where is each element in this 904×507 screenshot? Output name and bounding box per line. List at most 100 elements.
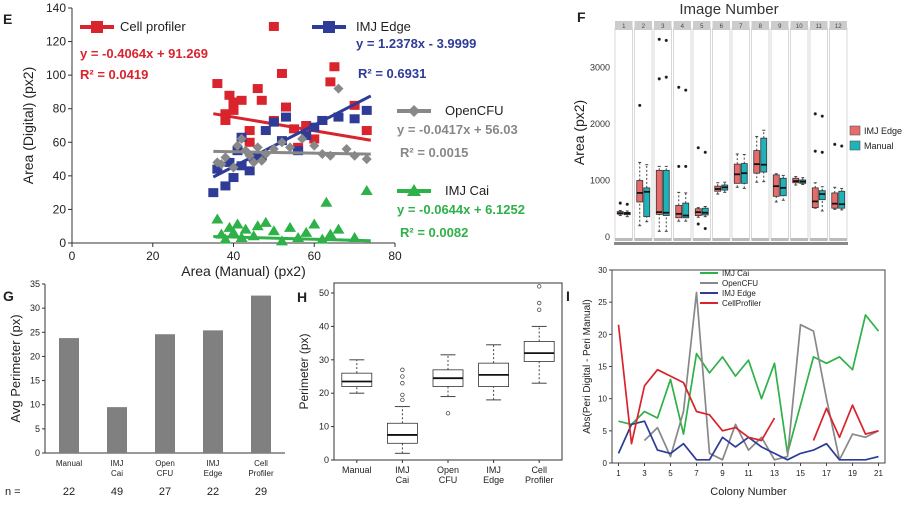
f-legend-label-1: Manual	[864, 141, 894, 151]
e-y-tick-label: 140	[46, 1, 66, 15]
f-box-1-3-outlier	[684, 88, 688, 92]
e-point-2	[256, 155, 267, 166]
e-point-3	[251, 220, 264, 231]
e-x-tick-label: 0	[69, 249, 76, 263]
e-point-0	[268, 21, 279, 31]
f-facet-panel	[809, 27, 828, 241]
e-legend-marker-2	[408, 105, 420, 117]
i-y-tick-label: 0	[603, 459, 608, 468]
e-point-3	[259, 216, 272, 227]
e-point-3	[308, 218, 321, 229]
e-y-tick-label: 20	[53, 202, 67, 216]
f-facet-strip	[673, 21, 691, 30]
g-x-tick-label: Cai	[111, 469, 123, 478]
e-legend-label-0: Cell profiler	[120, 19, 186, 34]
e-x-axis-title: Area (Manual) (px2)	[181, 263, 306, 279]
h-x-tick-label: Cell	[531, 465, 547, 475]
e-point-0	[212, 79, 223, 89]
panel-e-scatter: 0 20 40 60 80 100 120 140 0 20 40 60 80 Area (Manual)…	[20, 1, 525, 279]
i-y-tick-label: 10	[598, 395, 607, 404]
e-point-0	[309, 134, 320, 144]
panel-label-g: G	[3, 288, 14, 304]
e-point-1	[224, 157, 235, 167]
e-point-2	[341, 144, 352, 154]
h-box-0-box	[341, 372, 373, 387]
e-point-0	[220, 115, 231, 125]
f-facet-panel	[712, 27, 731, 241]
f-facet-bottom-strip	[673, 238, 691, 241]
f-box-1-1-box	[643, 187, 651, 218]
e-point-3	[300, 226, 313, 237]
e-point-1	[301, 131, 312, 141]
i-x-tick-label: 11	[744, 469, 753, 478]
i-y-axis-title: Abs(Peri Digital - Peri Manual)	[582, 299, 593, 434]
e-point-3	[211, 213, 224, 224]
f-box-0-0-outlier	[618, 201, 622, 205]
e-y-tick-label: 40	[53, 169, 67, 183]
i-legend-label-0: IMJ Cai	[722, 269, 749, 278]
i-legend-label-3: CellProfiler	[722, 299, 761, 308]
g-y-tick-label: 0	[35, 448, 40, 458]
f-box-1-3-outlier	[684, 164, 688, 168]
h-box-1-outlier	[400, 374, 405, 379]
f-facet-bottom-strip	[654, 238, 672, 241]
e-r2-2: R² = 0.0015	[400, 145, 468, 160]
e-point-3	[267, 225, 280, 236]
h-y-tick-label: 10	[319, 422, 329, 432]
e-legend-label-2: OpenCFU	[445, 103, 504, 118]
f-box-0-3-outlier	[677, 85, 681, 89]
e-point-0	[220, 109, 231, 119]
f-box-1-2-outlier	[664, 75, 668, 79]
f-facet-panel	[731, 27, 750, 241]
f-box-1-0-outlier	[625, 202, 629, 206]
h-x-tick-label: Open	[437, 465, 459, 475]
g-y-tick-label: 35	[30, 279, 40, 289]
e-point-0	[252, 84, 263, 94]
e-point-3	[227, 226, 240, 237]
f-box-1-3-box	[682, 202, 690, 219]
f-facet-bottom-strip	[810, 238, 828, 241]
e-equation-3: y = -0.0644x + 6.1252	[397, 202, 525, 217]
i-y-tick-label: 15	[598, 363, 607, 372]
e-point-1	[212, 164, 223, 174]
f-facet-strip	[771, 21, 789, 30]
f-facet-panel	[790, 27, 809, 241]
h-y-tick-label: 20	[319, 388, 329, 398]
e-point-1	[309, 122, 320, 132]
e-point-3	[332, 223, 345, 234]
f-facet-label: 7	[739, 24, 743, 30]
e-legend-marker-1	[323, 21, 335, 33]
g-n-value: 49	[111, 486, 123, 498]
e-trendline-3	[213, 235, 371, 243]
h-x-tick-label: Profiler	[525, 475, 554, 485]
e-point-2	[297, 133, 308, 144]
f-facet-panel	[770, 27, 789, 241]
g-x-tick-label: IMJ	[111, 459, 124, 468]
i-x-tick-label: 17	[822, 469, 831, 478]
h-x-tick-label: Manual	[342, 465, 372, 475]
i-x-axis-title: Colony Number	[710, 486, 787, 498]
panel-g-bars: 0 5 10 15 20 25 30 35 Avg Perimeter (px) Manual 22…	[5, 279, 285, 498]
e-point-0	[361, 126, 372, 136]
g-x-tick-label: Cell	[254, 459, 268, 468]
h-box-2-outlier	[445, 411, 451, 416]
e-equation-1: y = 1.2378x - 3.9999	[356, 36, 476, 51]
e-y-tick-label: 0	[59, 236, 66, 250]
i-x-tick-label: 7	[694, 469, 699, 478]
e-point-3	[284, 221, 297, 232]
e-legend-marker-0	[91, 21, 103, 33]
f-facet-label: 2	[642, 24, 646, 30]
f-facet-label: 9	[778, 24, 782, 30]
f-facet-strip	[634, 21, 652, 30]
e-point-2	[252, 142, 263, 153]
f-facet-bottom-strip	[790, 238, 808, 241]
f-facet-strip	[732, 21, 750, 30]
e-point-0	[256, 95, 267, 105]
h-y-axis-title: Perimeter (px)	[297, 333, 311, 409]
f-facet-label: 3	[661, 24, 665, 30]
g-n-value: 22	[207, 486, 219, 498]
f-facet-bottom-strip	[751, 238, 769, 241]
f-facet-label: 10	[796, 24, 803, 30]
f-y-axis-title: Area (px2)	[571, 100, 587, 165]
